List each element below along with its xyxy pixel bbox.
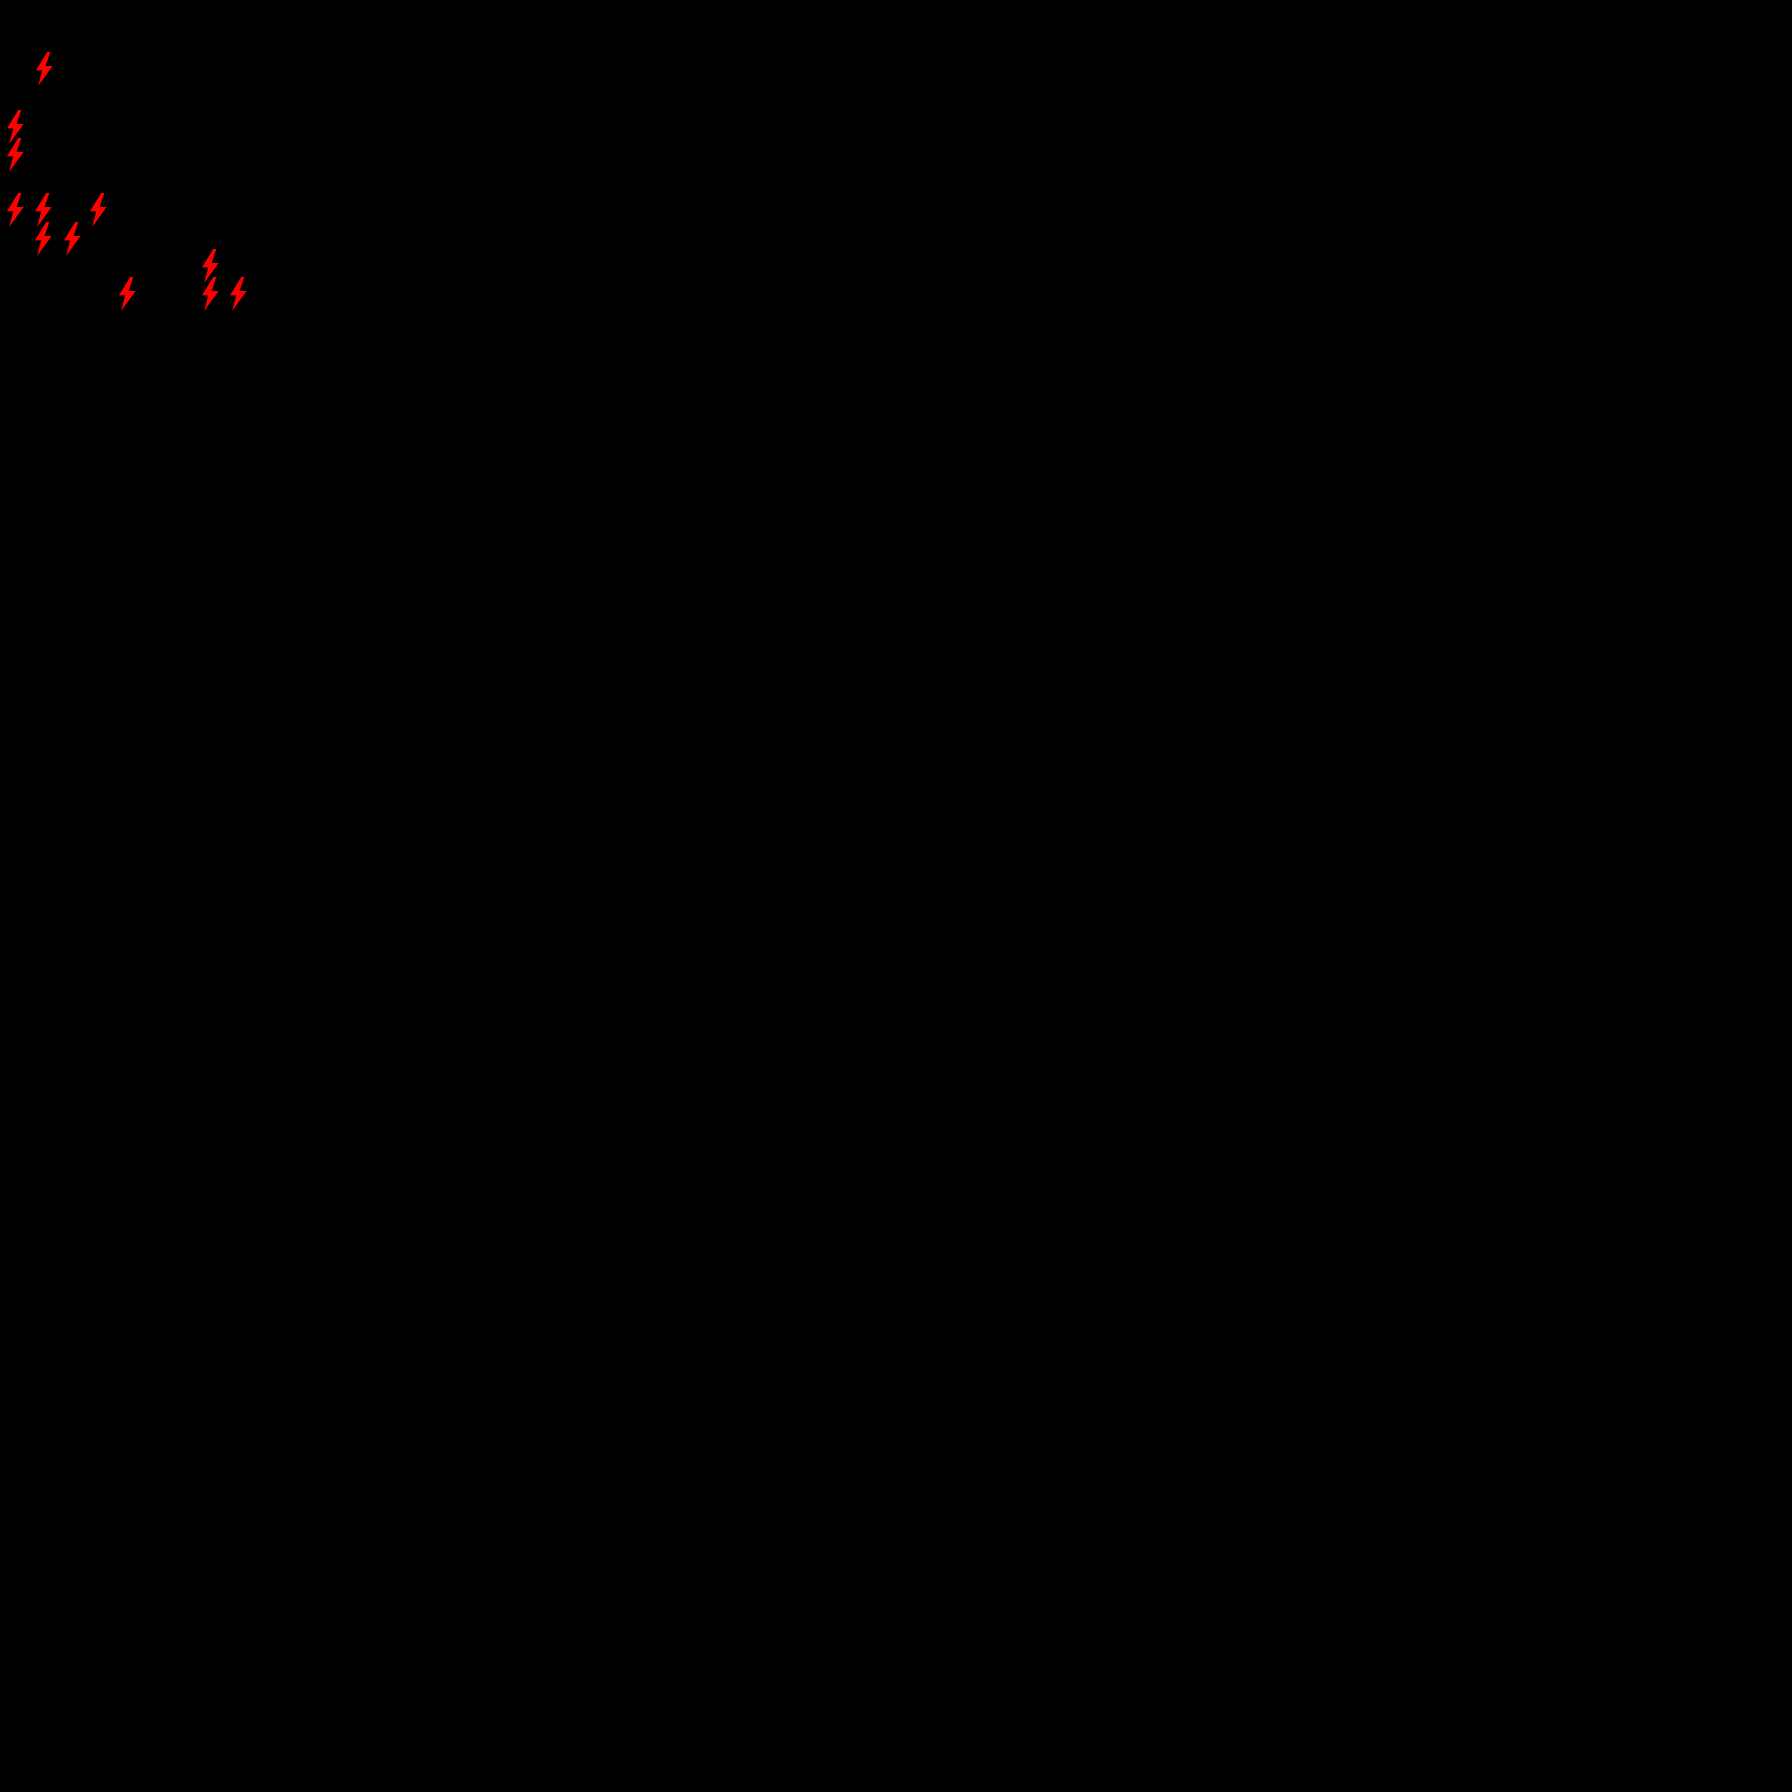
lightning-bolt-icon: Lightning bolt 5 (32, 193, 54, 227)
lightning-bolt-icon: Lightning bolt 9 (199, 249, 221, 283)
lightning-bolt-icon: Lightning bolt 3 (4, 138, 26, 172)
lightning-bolt-icon: Lightning bolt 2 (4, 110, 26, 144)
lightning-bolt-icon: Lightning bolt 10 (116, 277, 138, 311)
lightning-bolt-label: Lightning bolt 12 (227, 311, 228, 312)
lightning-bolt-label: Lightning bolt 3 (4, 172, 5, 173)
lightning-bolt-icon: Lightning bolt 1 (33, 52, 55, 86)
lightning-bolt-icon: Lightning bolt 4 (4, 193, 26, 227)
lightning-bolt-icon: Lightning bolt 11 (199, 277, 221, 311)
lightning-bolt-label: Lightning bolt 8 (61, 256, 62, 257)
lightning-bolt-icon: Lightning bolt 6 (87, 193, 109, 227)
lightning-bolt-icon: Lightning bolt 12 (227, 277, 249, 311)
lightning-bolt-icon: Lightning bolt 8 (61, 222, 83, 256)
lightning-bolt-label: Lightning bolt 4 (4, 227, 5, 228)
lightning-bolt-label: Lightning bolt 1 (33, 86, 34, 87)
lightning-bolt-label: Lightning bolt 7 (32, 256, 33, 257)
lightning-bolt-label: Lightning bolt 6 (87, 227, 88, 228)
lightning-bolt-label: Lightning bolt 10 (116, 311, 117, 312)
lightning-bolt-label: Lightning bolt 11 (199, 311, 200, 312)
lightning-bolt-icon: Lightning bolt 7 (32, 222, 54, 256)
